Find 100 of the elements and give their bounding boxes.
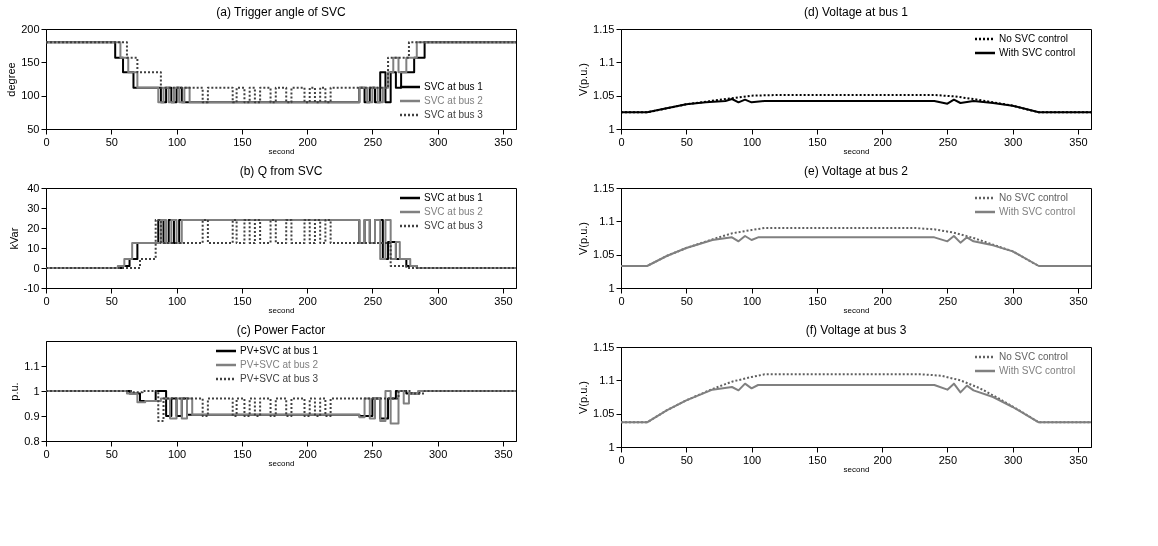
y-tick-label: 200: [21, 22, 40, 35]
chart-title: (e) Voltage at bus 2: [803, 164, 909, 178]
y-tick-label: 1.1: [599, 214, 615, 227]
x-tick-label: 250: [363, 294, 383, 307]
x-tick-label: 300: [428, 294, 448, 307]
legend-label: No SVC control: [999, 33, 1068, 44]
x-tick-label: 100: [167, 135, 187, 148]
x-tick-label: 0: [43, 294, 50, 307]
legend-label: With SVC control: [999, 365, 1076, 376]
legend-label: SVC at bus 3: [424, 109, 484, 120]
x-tick-label: 100: [742, 294, 762, 307]
x-tick-label: 200: [298, 447, 317, 460]
legend-label: PV+SVC at bus 1: [240, 345, 319, 356]
x-tick-label: 150: [808, 453, 827, 466]
x-tick-label: 50: [680, 453, 693, 466]
y-tick-label: 40: [27, 181, 40, 194]
legend-label: SVC at bus 1: [424, 81, 484, 92]
x-tick-label: 0: [618, 294, 625, 307]
x-tick-label: 200: [298, 294, 317, 307]
x-tick-label: 100: [167, 294, 187, 307]
x-tick-label: 50: [680, 294, 693, 307]
legend-label: PV+SVC at bus 3: [240, 373, 319, 384]
text: SVC at bus 2: [424, 206, 484, 217]
chart-title: (b) Q from SVC: [239, 164, 323, 178]
x-axis-title: second: [268, 146, 295, 156]
y-tick-label: 1.05: [593, 248, 615, 261]
y-tick-label: 1.15: [593, 22, 615, 35]
y-axis-title: V(p.u.): [577, 221, 590, 256]
chart-title: (f) Voltage at bus 3: [805, 323, 907, 337]
x-tick-label: 300: [428, 135, 448, 148]
x-axis-title: second: [268, 305, 295, 315]
y-tick-label: 1.05: [593, 407, 615, 420]
x-tick-label: 350: [1069, 294, 1088, 307]
x-tick-label: 50: [105, 447, 118, 460]
chart-title: (a) Trigger angle of SVC: [216, 5, 347, 19]
legend-label: SVC at bus 2: [424, 95, 484, 106]
x-tick-label: 200: [873, 294, 892, 307]
x-tick-label: 200: [298, 135, 317, 148]
x-tick-label: 250: [938, 453, 958, 466]
x-axis-title: second: [843, 464, 870, 474]
y-tick-label: 150: [21, 55, 40, 68]
line-series: [621, 382, 1091, 424]
y-tick-label: 10: [27, 241, 40, 254]
x-tick-label: 200: [873, 453, 892, 466]
y-tick-label: 1.15: [593, 340, 615, 353]
x-tick-label: 50: [105, 135, 118, 148]
y-axis-title: degree: [5, 62, 18, 97]
x-tick-label: 100: [742, 135, 762, 148]
x-tick-label: 150: [808, 135, 827, 148]
text: SVC at bus 1: [424, 192, 484, 203]
legend-label: PV+SVC at bus 2: [240, 359, 319, 370]
y-tick-label: 0.9: [24, 409, 40, 422]
x-tick-label: 0: [43, 447, 50, 460]
x-tick-label: 100: [167, 447, 187, 460]
chart-title: (c) Power Factor: [236, 323, 326, 337]
x-tick-label: 150: [233, 135, 252, 148]
x-tick-label: 350: [1069, 453, 1088, 466]
y-tick-label: 20: [27, 221, 40, 234]
y-axis-title: V(p.u.): [577, 62, 590, 97]
legend-label: No SVC control: [999, 192, 1068, 203]
text: SVC at bus 3: [424, 220, 484, 231]
x-tick-label: 50: [105, 294, 118, 307]
x-tick-label: 150: [233, 447, 252, 460]
y-tick-label: 1: [608, 122, 615, 135]
y-tick-label: 1.15: [593, 181, 615, 194]
x-tick-label: 0: [618, 453, 625, 466]
y-axis-title: kVar: [7, 227, 20, 250]
x-tick-label: 150: [808, 294, 827, 307]
y-tick-label: 50: [27, 122, 40, 135]
x-axis-title: second: [843, 305, 870, 315]
x-tick-label: 300: [428, 447, 448, 460]
x-tick-label: 150: [233, 294, 252, 307]
x-tick-label: 0: [618, 135, 625, 148]
x-tick-label: 300: [1003, 294, 1023, 307]
y-axis-title: V(p.u.): [577, 380, 590, 415]
x-tick-label: 250: [363, 135, 383, 148]
y-tick-label: 1: [608, 440, 615, 453]
x-tick-label: 50: [680, 135, 693, 148]
x-tick-label: 300: [1003, 453, 1023, 466]
legend-label: No SVC control: [999, 351, 1068, 362]
x-tick-label: 350: [494, 447, 513, 460]
y-tick-label: 1: [608, 281, 615, 294]
y-tick-label: 1.1: [599, 55, 615, 68]
x-tick-label: 100: [742, 453, 762, 466]
y-tick-label: 1.05: [593, 89, 615, 102]
x-tick-label: 0: [43, 135, 50, 148]
x-tick-label: 250: [363, 447, 383, 460]
x-tick-label: 350: [494, 294, 513, 307]
x-axis-title: second: [268, 458, 295, 468]
y-axis-title: p.u.: [8, 382, 21, 401]
x-tick-label: 200: [873, 135, 892, 148]
x-tick-label: 350: [494, 135, 513, 148]
x-tick-label: 300: [1003, 135, 1023, 148]
y-tick-label: 0: [33, 261, 40, 274]
x-axis-title: second: [843, 146, 870, 156]
y-tick-label: 30: [27, 201, 40, 214]
x-tick-label: 250: [938, 294, 958, 307]
chart-title: (d) Voltage at bus 1: [803, 5, 909, 19]
y-tick-label: 1.1: [599, 373, 615, 386]
y-tick-label: 1: [33, 384, 40, 397]
